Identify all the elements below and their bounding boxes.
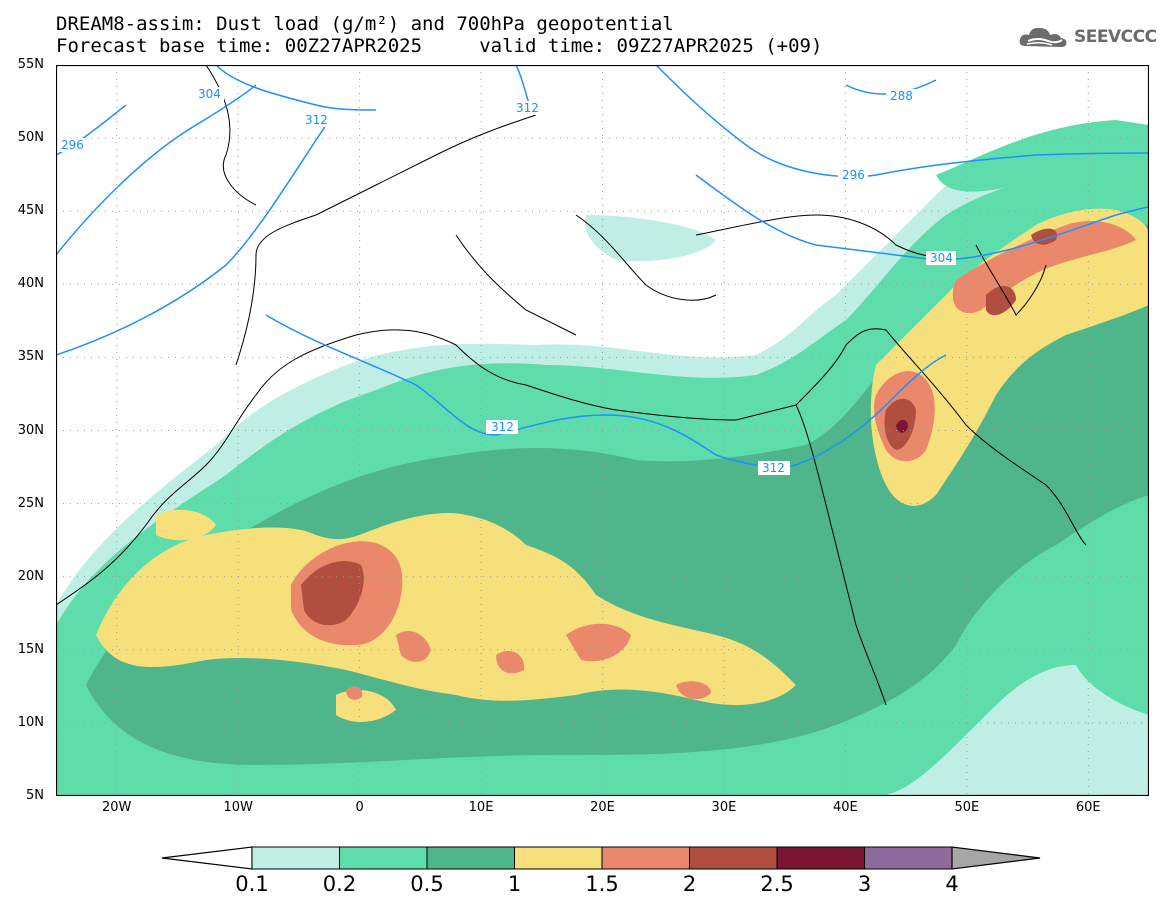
- colorbar-tick-label: 3: [857, 872, 872, 896]
- contour-label: 304: [930, 251, 953, 265]
- colorbar-swatch: [426, 846, 515, 870]
- colorbar-tick-label: 0.2: [322, 872, 357, 896]
- lat-label: 10N: [17, 714, 44, 730]
- lon-label: 10E: [468, 800, 494, 815]
- lon-label: 50E: [954, 800, 980, 815]
- seevccc-logo: SEEVCCC: [1018, 24, 1157, 50]
- cloud-icon: [1019, 27, 1067, 47]
- colorbar-swatch: [689, 846, 778, 870]
- lat-label: 20N: [17, 568, 44, 584]
- colorbar-tick-label: 0.1: [235, 872, 269, 896]
- lat-label: 30N: [17, 422, 44, 438]
- colorbar-swatch: [339, 846, 428, 870]
- contour-label: 296: [842, 168, 865, 182]
- colorbar-over-arrow: [951, 846, 1041, 870]
- contour-labels: 304 296 312 312 288 296 304 312 312: [58, 87, 956, 475]
- lat-label: 35N: [17, 349, 44, 365]
- map-title: DREAM8-assim: Dust load (g/m²) and 700hP…: [56, 13, 674, 35]
- lon-label: 20W: [102, 800, 132, 815]
- colorbar-swatch: [864, 846, 953, 870]
- lon-label: 10W: [223, 800, 253, 815]
- lon-label: 20E: [590, 800, 615, 815]
- contour-label: 312: [491, 420, 514, 434]
- lon-label: 60E: [1075, 800, 1101, 815]
- map-subtitle: Forecast base time: 00Z27APR2025 valid t…: [56, 35, 823, 57]
- colorbar-swatch: [251, 846, 340, 870]
- lat-label: 55N: [17, 57, 44, 72]
- lat-label: 45N: [17, 203, 44, 219]
- colorbar-tick-label: 2: [682, 872, 697, 896]
- contour-label: 296: [61, 138, 84, 152]
- lat-label: 40N: [17, 276, 44, 292]
- colorbar-tick-label: 0.5: [410, 872, 444, 896]
- dust-band-2-5: [896, 419, 908, 433]
- dust-band-1: [96, 208, 1149, 722]
- colorbar-tick-label: 1: [507, 872, 522, 896]
- colorbar-tick-label: 1.5: [585, 872, 619, 896]
- lat-label: 50N: [17, 130, 44, 146]
- colorbar-swatch: [776, 846, 865, 870]
- colorbar-under-arrow: [161, 846, 253, 870]
- map-frame: [56, 65, 1149, 796]
- lat-label: 25N: [17, 495, 44, 511]
- lon-label: 0: [355, 800, 364, 815]
- contour-label: 304: [198, 87, 221, 101]
- dust-map: 304 296 312 312 288 296 304 312 312: [56, 65, 1149, 796]
- coastlines: [56, 65, 1087, 706]
- colorbar-tick-label: 4: [945, 872, 959, 896]
- colorbar-tick-label: 2.5: [760, 872, 794, 896]
- contour-label: 288: [890, 89, 913, 103]
- contour-label: 312: [516, 101, 539, 115]
- lon-label: 40E: [832, 800, 858, 815]
- colorbar: [161, 846, 1041, 870]
- contour-label: 312: [762, 461, 785, 475]
- lat-label: 5N: [26, 788, 44, 803]
- logo-text: SEEVCCC: [1074, 27, 1157, 47]
- lat-label: 15N: [17, 641, 44, 657]
- colorbar-swatch: [514, 846, 603, 870]
- lon-label: 30E: [711, 800, 737, 815]
- contour-label: 312: [305, 113, 328, 127]
- colorbar-swatch: [601, 846, 690, 870]
